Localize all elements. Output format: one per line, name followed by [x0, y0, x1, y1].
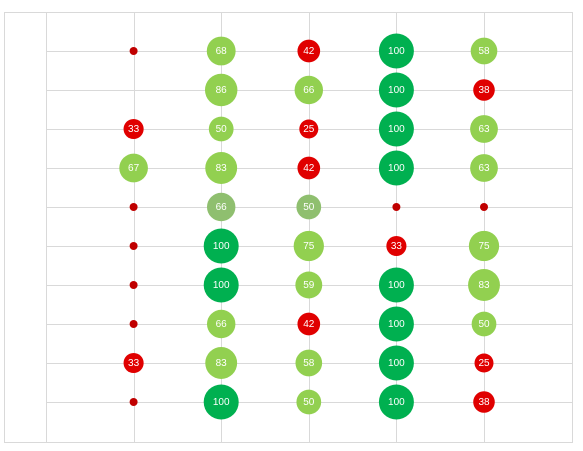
bubble-data-label: 25	[478, 358, 490, 369]
bubble-series: 68 42 100 58 86 66 100 38 33 50 25 100 63 67 83 42 100 63…	[119, 33, 500, 420]
bubble-data-label: 100	[213, 397, 230, 408]
bubble-data-label: 33	[128, 124, 140, 135]
bubble-data-label: 66	[216, 202, 228, 213]
bubble	[203, 384, 239, 420]
bubble-data-label: 50	[303, 202, 315, 213]
bubble	[297, 312, 321, 336]
bubble	[203, 228, 239, 264]
bubble	[470, 115, 498, 143]
bubble	[123, 352, 144, 374]
bubble-data-label: 59	[303, 280, 315, 291]
bubble	[297, 156, 321, 180]
bubble	[378, 150, 414, 186]
bubble	[129, 320, 138, 328]
bubble	[471, 311, 497, 337]
bubble-data-label: 100	[388, 358, 405, 369]
bubble	[378, 306, 414, 342]
bubble	[378, 345, 414, 381]
bubble-data-label: 68	[216, 46, 228, 57]
bubble	[206, 192, 236, 222]
bubble	[294, 75, 324, 105]
bubble	[205, 152, 238, 184]
bubble-data-label: 42	[303, 163, 315, 174]
bubble	[473, 391, 495, 413]
bubble-data-label: 100	[388, 124, 405, 135]
bubble-data-label: 86	[216, 85, 228, 96]
bubble	[206, 36, 236, 66]
bubble-data-label: 67	[128, 163, 140, 174]
bubble-data-label: 83	[216, 163, 228, 174]
bubble-data-label: 25	[303, 124, 315, 135]
bubble-data-label: 66	[303, 85, 315, 96]
bubble	[296, 194, 322, 220]
bubble	[378, 72, 414, 108]
bubble-data-label: 58	[303, 358, 315, 369]
bubble-data-label: 83	[478, 280, 490, 291]
bubble	[206, 309, 236, 339]
bubble-data-label: 100	[388, 319, 405, 330]
bubble	[129, 47, 138, 55]
bubble-data-label: 63	[478, 124, 490, 135]
bubble	[119, 153, 148, 183]
bubble	[378, 384, 414, 420]
bubble	[468, 230, 500, 262]
bubble	[299, 119, 319, 139]
bubble	[204, 73, 238, 107]
bubble-data-label: 75	[303, 241, 315, 252]
chart-area: 68 42 100 58 86 66 100 38 33 50 25 100 63 67 83 42 100 63…	[4, 12, 573, 443]
bubble-data-label: 100	[388, 163, 405, 174]
bubble	[474, 353, 494, 373]
bubble-data-label: 33	[128, 358, 140, 369]
bubble-data-label: 100	[388, 397, 405, 408]
bubble	[205, 347, 238, 379]
bubble-data-label: 63	[478, 163, 490, 174]
bubble-data-label: 50	[303, 397, 315, 408]
bubble	[293, 230, 324, 262]
bubble	[295, 271, 323, 299]
bubble	[386, 235, 407, 257]
bubble-data-label: 38	[478, 85, 490, 96]
bubble-data-label: 58	[478, 46, 490, 57]
bubble-data-label: 100	[213, 280, 230, 291]
bubble-chart: 68 42 100 58 86 66 100 38 33 50 25 100 63 67 83 42 100 63…	[46, 13, 573, 443]
bubble	[129, 242, 138, 250]
bubble-data-label: 33	[391, 241, 403, 252]
bubble-data-label: 50	[216, 124, 228, 135]
bubble-data-label: 100	[388, 280, 405, 291]
bubble-data-label: 42	[303, 319, 315, 330]
bubble-data-label: 100	[213, 241, 230, 252]
bubble	[392, 203, 401, 211]
bubble	[468, 269, 500, 301]
bubble	[203, 267, 239, 303]
bubble-data-label: 83	[216, 358, 228, 369]
bubble	[129, 203, 138, 211]
bubble	[470, 154, 498, 182]
bubble-data-label: 38	[478, 397, 490, 408]
bubble-data-label: 100	[388, 46, 405, 57]
bubble	[470, 37, 498, 65]
bubble-data-label: 100	[388, 85, 405, 96]
bubble	[296, 389, 322, 415]
bubble	[208, 116, 234, 142]
bubble	[129, 281, 138, 289]
bubble-data-label: 42	[303, 46, 315, 57]
bubble-data-label: 66	[216, 319, 228, 330]
bubble	[473, 79, 495, 101]
bubble	[297, 39, 321, 63]
bubble	[295, 349, 323, 377]
bubble	[480, 203, 488, 211]
bubble-data-label: 50	[478, 319, 490, 330]
bubble	[378, 267, 414, 303]
bubble	[123, 118, 144, 140]
bubble	[378, 111, 414, 147]
bubble	[378, 33, 414, 69]
bubble	[129, 398, 138, 406]
bubble-data-label: 75	[478, 241, 490, 252]
